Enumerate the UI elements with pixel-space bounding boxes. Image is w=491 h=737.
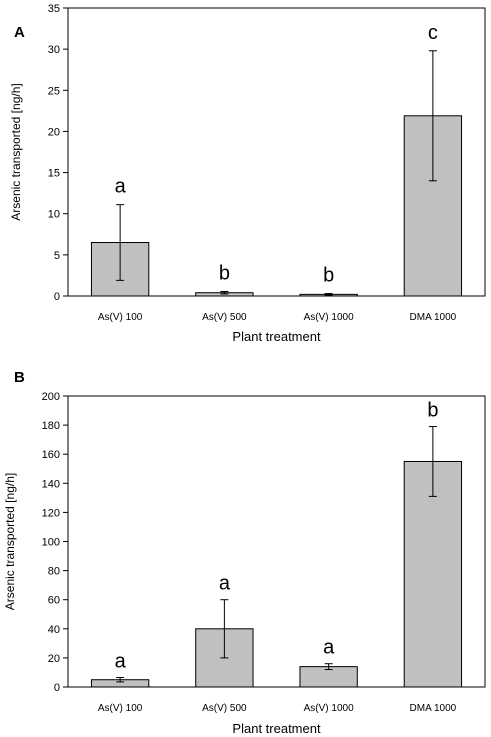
y-tick-label: 10	[48, 209, 60, 221]
significance-letter: c	[428, 22, 438, 44]
panel-label: A	[14, 24, 25, 41]
y-tick-label: 0	[54, 291, 60, 303]
y-tick-label: 20	[48, 126, 60, 138]
y-axis-title: Arsenic transported [ng/h]	[9, 83, 23, 220]
y-axis-title: Arsenic transported [ng/h]	[3, 473, 17, 610]
y-tick-label: 5	[54, 250, 60, 262]
significance-letter: a	[219, 573, 231, 595]
significance-letter: b	[427, 400, 438, 422]
x-tick-label: As(V) 1000	[304, 312, 354, 323]
y-tick-label: 0	[54, 682, 60, 694]
y-tick-label: 35	[48, 3, 60, 15]
y-tick-label: 40	[48, 624, 60, 636]
x-tick-label: As(V) 100	[98, 703, 143, 714]
significance-letter: b	[219, 262, 230, 284]
x-axis-title: Plant treatment	[232, 329, 321, 344]
y-tick-label: 30	[48, 44, 60, 56]
x-tick-label: DMA 1000	[410, 703, 457, 714]
y-tick-label: 140	[42, 478, 60, 490]
x-tick-label: As(V) 500	[202, 312, 247, 323]
y-tick-label: 120	[42, 507, 60, 519]
significance-letter: a	[115, 651, 127, 673]
y-tick-label: 180	[42, 420, 60, 432]
y-tick-label: 100	[42, 537, 60, 549]
x-tick-label: As(V) 100	[98, 312, 143, 323]
x-tick-label: As(V) 500	[202, 703, 247, 714]
plot-frame	[67, 7, 486, 297]
bar	[403, 460, 463, 688]
significance-letter: b	[323, 265, 334, 287]
y-tick-label: 80	[48, 566, 60, 578]
x-axis-title: Plant treatment	[232, 721, 321, 736]
x-tick-label: As(V) 1000	[304, 703, 354, 714]
significance-letter: a	[323, 637, 335, 659]
y-tick-label: 20	[48, 653, 60, 665]
y-tick-label: 200	[42, 391, 60, 403]
significance-letter: a	[115, 176, 127, 198]
panel-label: B	[14, 369, 25, 386]
y-tick-label: 60	[48, 595, 60, 607]
y-tick-label: 15	[48, 168, 60, 180]
y-tick-label: 25	[48, 85, 60, 97]
y-tick-label: 160	[42, 449, 60, 461]
x-tick-label: DMA 1000	[410, 312, 457, 323]
